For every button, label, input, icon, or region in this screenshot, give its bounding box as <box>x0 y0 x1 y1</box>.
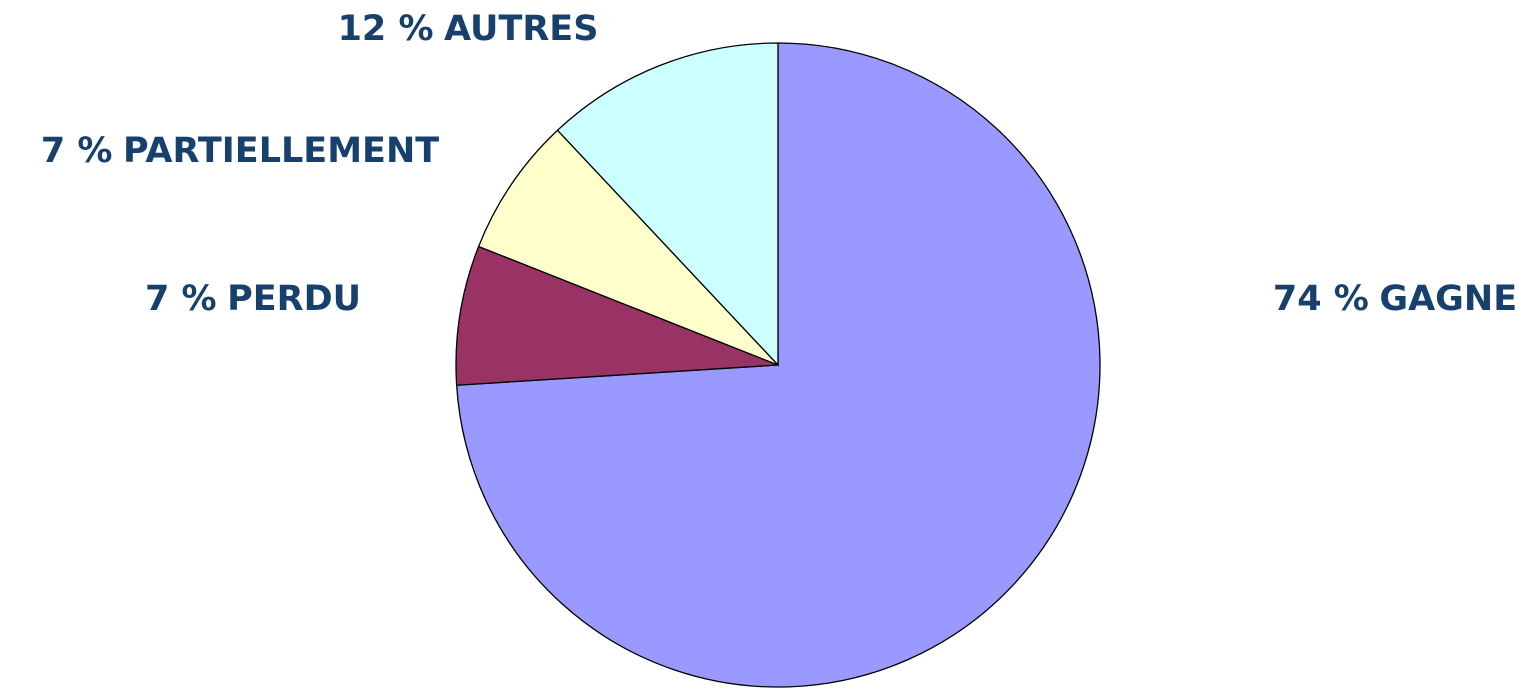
value-label: 7 % <box>145 279 217 319</box>
value-label: 12 % <box>338 9 434 49</box>
value-label: 7 % <box>41 131 113 171</box>
slice-label: 7 % PARTIELLEMENT <box>41 131 439 171</box>
value-label: 74 % <box>1273 279 1369 319</box>
pie-slice <box>556 42 779 367</box>
category-label: AUTRES <box>444 9 598 49</box>
pie-slice <box>455 245 779 386</box>
slice-label: 74 % GAGNE <box>1273 279 1517 319</box>
category-label: PERDU <box>227 279 361 319</box>
category-label: PARTIELLEMENT <box>123 131 439 171</box>
category-label: GAGNE <box>1379 279 1517 319</box>
slice-label: 7 % PERDU <box>145 279 361 319</box>
slice-label: 12 % AUTRES <box>338 9 599 49</box>
pie-slice <box>477 129 779 366</box>
